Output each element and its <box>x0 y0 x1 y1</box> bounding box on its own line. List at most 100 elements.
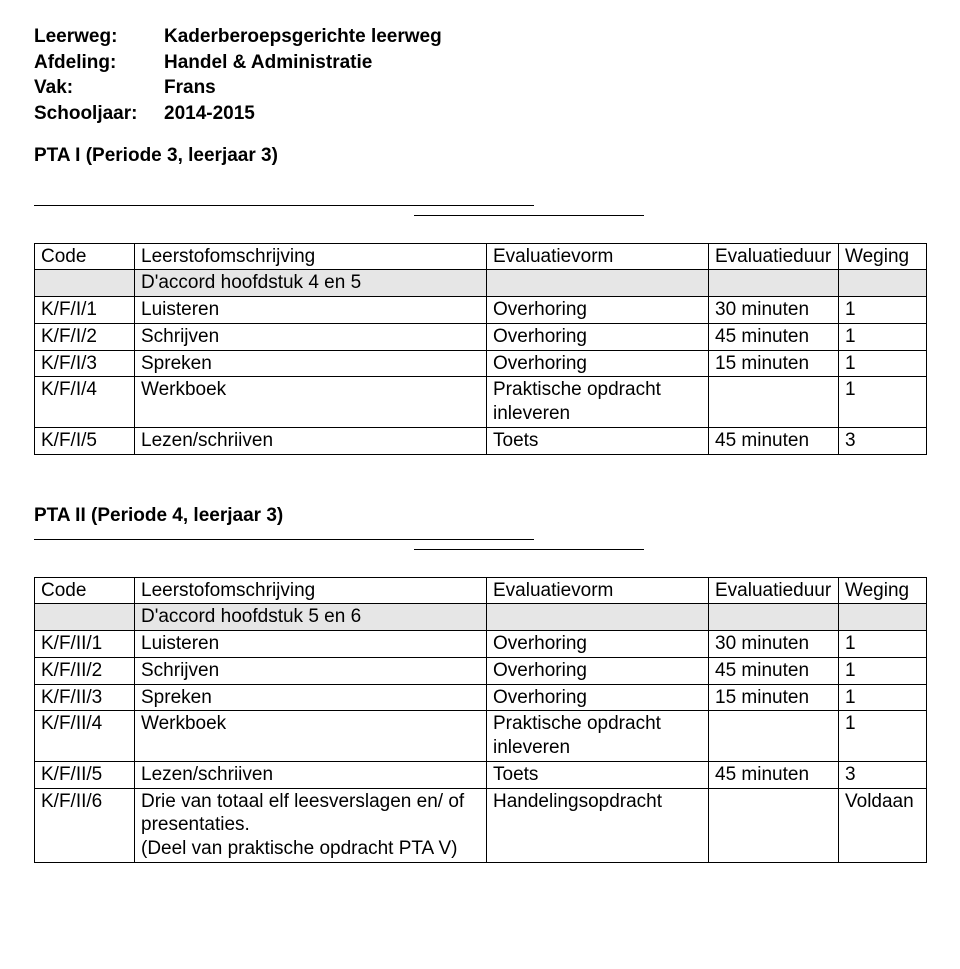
divider <box>34 195 926 221</box>
col-desc: Leerstofomschrijving <box>135 577 487 604</box>
meta-value: 2014-2015 <box>164 101 255 127</box>
cell: 1 <box>839 711 927 762</box>
cell: K/F/I/4 <box>35 377 135 428</box>
cell: Praktische opdracht inleveren <box>487 377 709 428</box>
cell: 30 minuten <box>709 297 839 324</box>
meta-label: Leerweg: <box>34 24 164 50</box>
col-weg: Weging <box>839 577 927 604</box>
cell: Voldaan <box>839 788 927 862</box>
col-eval: Evaluatievorm <box>487 243 709 270</box>
meta-row: Schooljaar: 2014-2015 <box>34 101 926 127</box>
cell: 45 minuten <box>709 761 839 788</box>
table-shade-row: D'accord hoofdstuk 4 en 5 <box>35 270 927 297</box>
table-row: K/F/II/1LuisterenOverhoring30 minuten1 <box>35 631 927 658</box>
meta-row: Afdeling: Handel & Administratie <box>34 50 926 76</box>
meta-row: Leerweg: Kaderberoepsgerichte leerweg <box>34 24 926 50</box>
cell: Werkboek <box>135 711 487 762</box>
cell: 3 <box>839 761 927 788</box>
cell <box>487 604 709 631</box>
pta2-title: PTA II (Periode 4, leerjaar 3) <box>34 505 926 527</box>
col-weg: Weging <box>839 243 927 270</box>
cell: 1 <box>839 684 927 711</box>
table-row: K/F/I/1LuisterenOverhoring30 minuten1 <box>35 297 927 324</box>
cell: Overhoring <box>487 657 709 684</box>
cell <box>709 711 839 762</box>
col-desc: Leerstofomschrijving <box>135 243 487 270</box>
cell: K/F/II/4 <box>35 711 135 762</box>
cell: Lezen/schriiven <box>135 761 487 788</box>
table-row: K/F/II/6Drie van totaal elf leesverslage… <box>35 788 927 862</box>
table-row: K/F/I/3SprekenOverhoring15 minuten1 <box>35 350 927 377</box>
cell <box>35 270 135 297</box>
cell: Toets <box>487 427 709 454</box>
col-code: Code <box>35 577 135 604</box>
cell: Toets <box>487 761 709 788</box>
cell <box>487 270 709 297</box>
cell: 45 minuten <box>709 323 839 350</box>
cell <box>35 604 135 631</box>
divider <box>34 529 926 555</box>
cell: K/F/II/6 <box>35 788 135 862</box>
table-row: K/F/II/2SchrijvenOverhoring45 minuten1 <box>35 657 927 684</box>
cell <box>709 788 839 862</box>
cell <box>839 604 927 631</box>
cell: Overhoring <box>487 684 709 711</box>
cell: Spreken <box>135 350 487 377</box>
cell: 1 <box>839 657 927 684</box>
table-row: K/F/I/4WerkboekPraktische opdracht inlev… <box>35 377 927 428</box>
cell: K/F/I/1 <box>35 297 135 324</box>
cell: Schrijven <box>135 323 487 350</box>
meta-label: Schooljaar: <box>34 101 164 127</box>
cell: 1 <box>839 350 927 377</box>
cell: Overhoring <box>487 350 709 377</box>
cell: Schrijven <box>135 657 487 684</box>
cell: K/F/II/3 <box>35 684 135 711</box>
cell: Overhoring <box>487 323 709 350</box>
cell: Spreken <box>135 684 487 711</box>
cell: Praktische opdracht inleveren <box>487 711 709 762</box>
cell: 15 minuten <box>709 350 839 377</box>
cell: 30 minuten <box>709 631 839 658</box>
cell: D'accord hoofdstuk 4 en 5 <box>135 270 487 297</box>
col-code: Code <box>35 243 135 270</box>
meta-value: Handel & Administratie <box>164 50 372 76</box>
pta1-table: Code Leerstofomschrijving Evaluatievorm … <box>34 243 927 455</box>
col-eval: Evaluatievorm <box>487 577 709 604</box>
cell: K/F/I/3 <box>35 350 135 377</box>
document-meta: Leerweg: Kaderberoepsgerichte leerweg Af… <box>34 24 926 167</box>
cell: K/F/I/2 <box>35 323 135 350</box>
table-shade-row: D'accord hoofdstuk 5 en 6 <box>35 604 927 631</box>
cell: Werkboek <box>135 377 487 428</box>
cell <box>709 604 839 631</box>
cell: Overhoring <box>487 631 709 658</box>
cell: Overhoring <box>487 297 709 324</box>
col-dur: Evaluatieduur <box>709 577 839 604</box>
cell <box>709 270 839 297</box>
table-header-row: Code Leerstofomschrijving Evaluatievorm … <box>35 243 927 270</box>
cell <box>839 270 927 297</box>
table-row: K/F/I/5Lezen/schriivenToets45 minuten3 <box>35 427 927 454</box>
cell: K/F/I/5 <box>35 427 135 454</box>
col-dur: Evaluatieduur <box>709 243 839 270</box>
cell: K/F/II/5 <box>35 761 135 788</box>
cell: K/F/II/1 <box>35 631 135 658</box>
table-row: K/F/I/2SchrijvenOverhoring45 minuten1 <box>35 323 927 350</box>
cell: Luisteren <box>135 631 487 658</box>
cell: Luisteren <box>135 297 487 324</box>
pta1-title: PTA I (Periode 3, leerjaar 3) <box>34 145 926 167</box>
meta-value: Frans <box>164 75 216 101</box>
pta2-table: Code Leerstofomschrijving Evaluatievorm … <box>34 577 927 863</box>
cell: 1 <box>839 377 927 428</box>
meta-label: Afdeling: <box>34 50 164 76</box>
cell: 15 minuten <box>709 684 839 711</box>
meta-value: Kaderberoepsgerichte leerweg <box>164 24 442 50</box>
cell: 45 minuten <box>709 427 839 454</box>
cell: 3 <box>839 427 927 454</box>
cell: Lezen/schriiven <box>135 427 487 454</box>
table-row: K/F/II/3SprekenOverhoring15 minuten1 <box>35 684 927 711</box>
cell: 1 <box>839 631 927 658</box>
cell <box>709 377 839 428</box>
table-row: K/F/II/4WerkboekPraktische opdracht inle… <box>35 711 927 762</box>
cell: Handelingsopdracht <box>487 788 709 862</box>
meta-row: Vak: Frans <box>34 75 926 101</box>
